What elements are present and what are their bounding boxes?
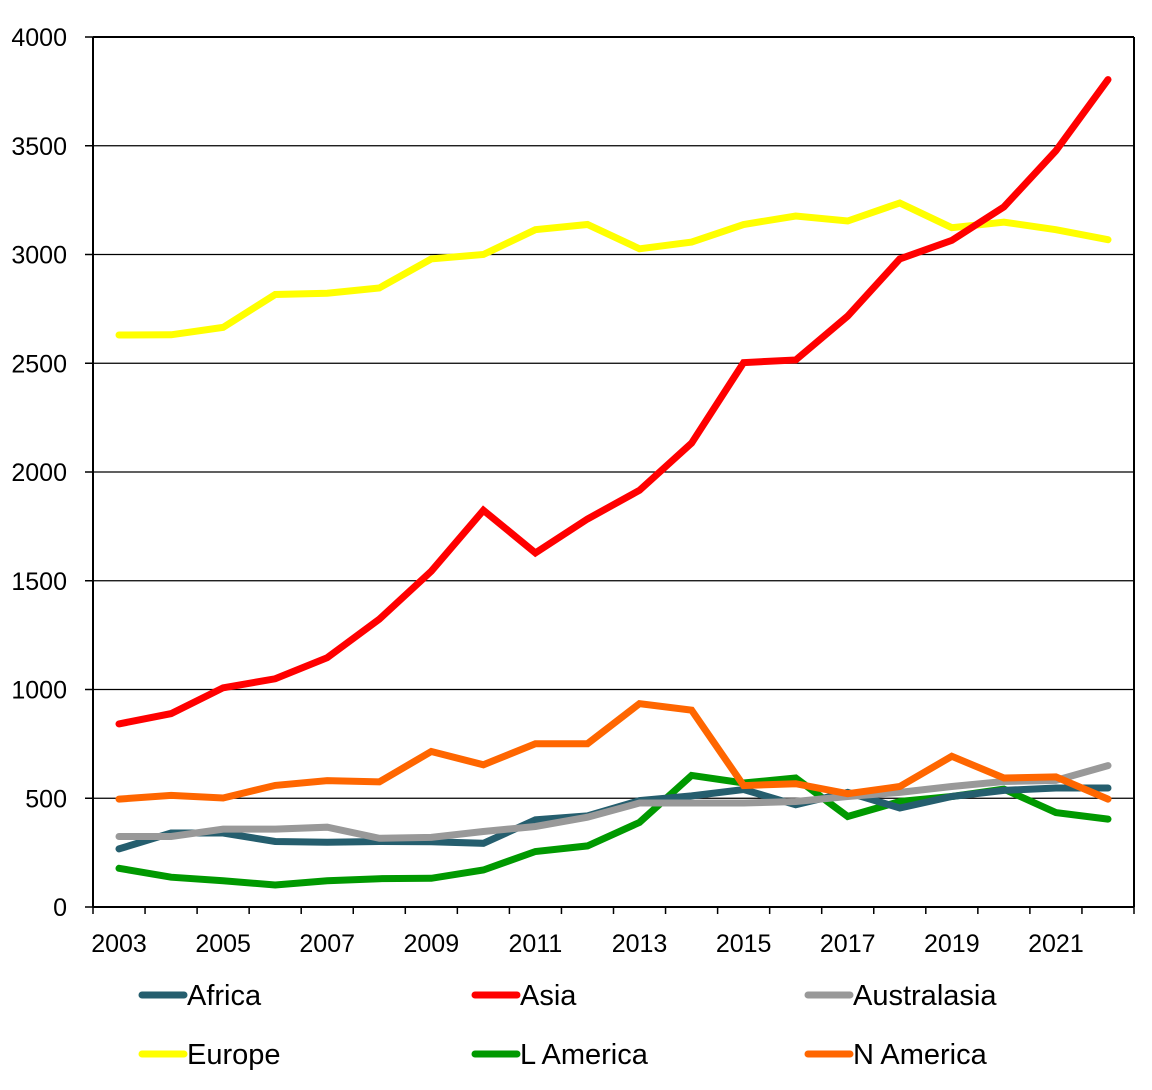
series-asia [115, 76, 1112, 728]
y-axis-ticks: 0 500 1000 1500 2000 2500 3000 3500 4000 [11, 24, 93, 922]
x-tick-label: 2021 [1028, 930, 1084, 958]
series-australasia [115, 762, 1112, 842]
legend-label: Europe [187, 1039, 281, 1071]
series-line [115, 699, 1112, 803]
gridlines [93, 36, 1134, 799]
legend-label: Asia [520, 980, 577, 1012]
legend-label: N America [853, 1039, 988, 1071]
legend-label: Australasia [853, 980, 997, 1012]
series-line [115, 762, 1112, 842]
legend-item: L America [471, 1039, 649, 1071]
series-n-america [115, 699, 1112, 803]
legend-item: Europe [138, 1039, 281, 1071]
x-tick-label: 2011 [509, 930, 563, 958]
series-line [115, 76, 1112, 728]
y-tick-label: 3000 [11, 242, 67, 270]
y-tick-label: 4000 [11, 24, 67, 52]
legend-item: Australasia [804, 980, 997, 1012]
y-tick-label: 500 [25, 785, 67, 813]
series-europe [115, 199, 1112, 339]
x-tick-label: 2019 [924, 930, 980, 958]
x-tick-label: 2009 [404, 930, 460, 958]
x-tick-label: 2007 [299, 930, 355, 958]
legend-item: Africa [138, 980, 262, 1012]
y-tick-label: 1500 [11, 568, 67, 596]
y-tick-label: 0 [53, 894, 67, 922]
y-tick-label: 3500 [11, 133, 67, 161]
y-tick-label: 1000 [11, 677, 67, 705]
x-tick-label: 2013 [612, 930, 668, 958]
series-line [115, 199, 1112, 339]
x-tick-label: 2005 [195, 930, 251, 958]
series-lines [115, 76, 1112, 889]
series-africa [115, 784, 1112, 853]
y-tick-label: 2000 [11, 459, 67, 487]
x-tick-label: 2015 [716, 930, 772, 958]
legend-label: Africa [187, 980, 262, 1012]
x-tick-label: 2017 [820, 930, 876, 958]
x-axis-ticks: 2003 2005 2007 2009 2011 2013 2015 2017 2019 2021 [91, 907, 1135, 958]
legend-item: N America [804, 1039, 988, 1071]
x-tick-label: 2003 [91, 930, 147, 958]
y-tick-label: 2500 [11, 350, 67, 378]
legend-item: Asia [471, 980, 577, 1012]
legend: Africa Asia Australasia Europe L America N Am… [138, 980, 997, 1071]
series-line [115, 784, 1112, 853]
legend-label: L America [520, 1039, 649, 1071]
